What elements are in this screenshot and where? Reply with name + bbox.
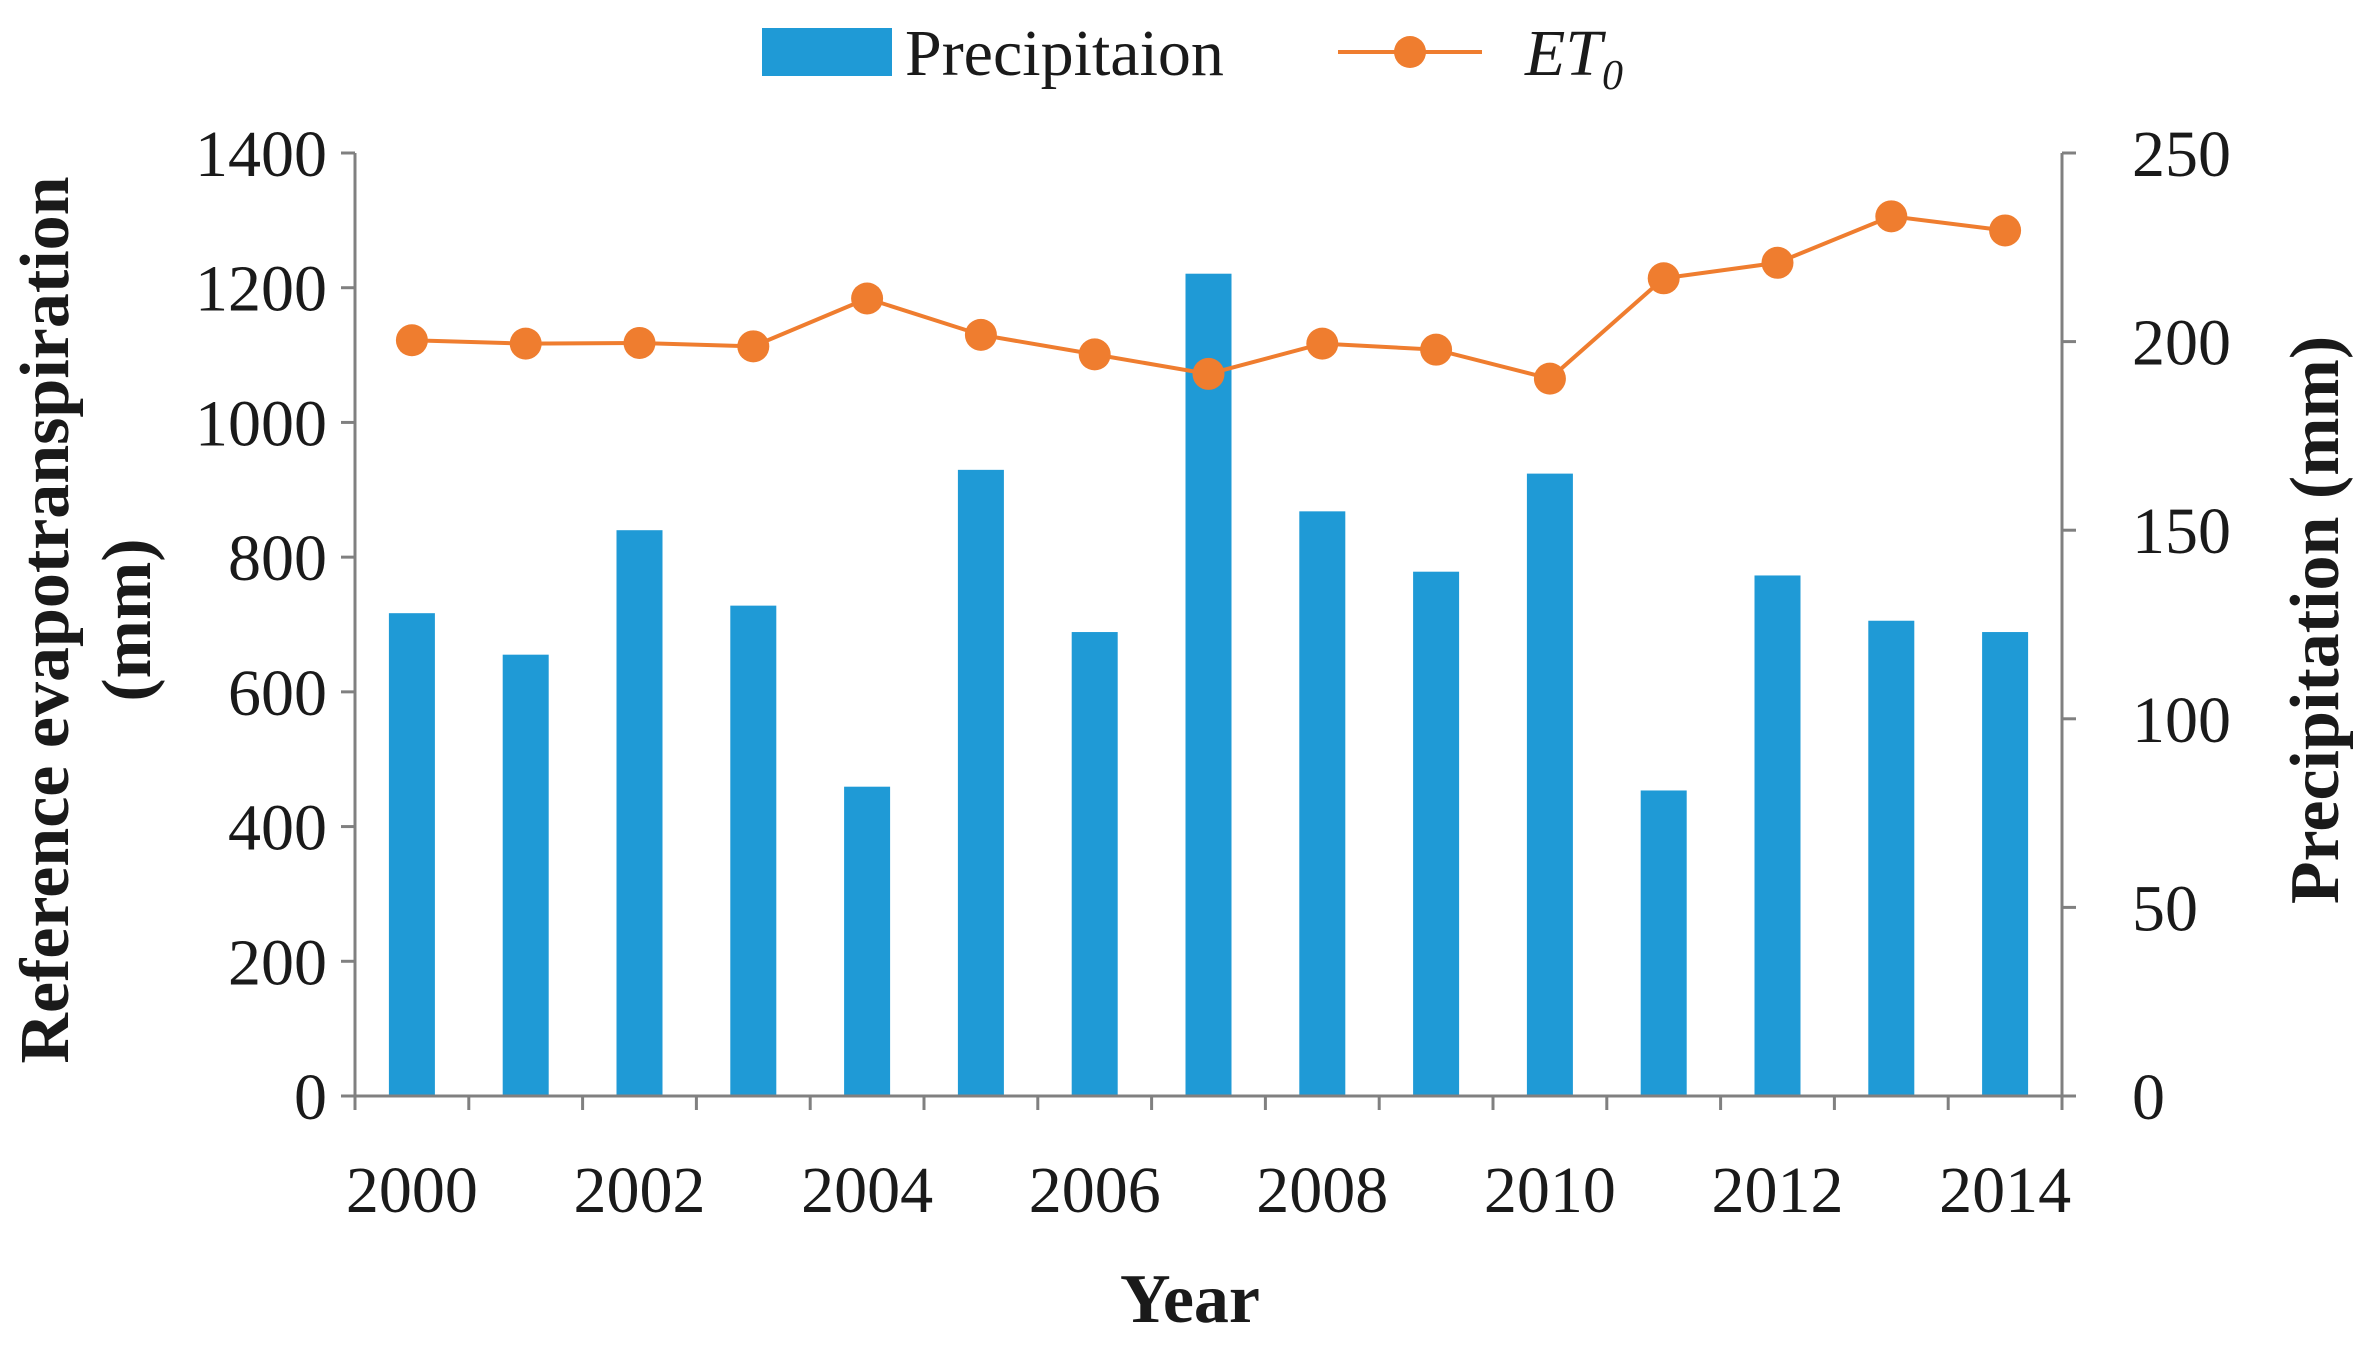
et0-point-2011 (1647, 262, 1680, 295)
precip-bar-2007 (1185, 273, 1232, 1097)
precip-bar-2008 (1299, 511, 1346, 1097)
precip-bar-2004 (844, 786, 891, 1096)
legend-line-label-sub: 0 (1602, 53, 1623, 99)
right-tick-label: 250 (2132, 118, 2231, 191)
et0-point-2001 (509, 327, 542, 360)
precip-bar-2000 (388, 613, 435, 1096)
legend-line-label: ET0 (1524, 17, 1623, 99)
right-tick-label: 150 (2132, 495, 2231, 568)
et0-point-2007 (1192, 357, 1225, 390)
precip-bar-2011 (1640, 790, 1687, 1096)
precip-bar-2014 (1982, 632, 2029, 1096)
et0-point-2013 (1875, 200, 1908, 233)
right-axis-title: Precipitation (mm) (2277, 336, 2354, 904)
precip-bar-2012 (1754, 575, 1801, 1096)
precipitation-bars (388, 273, 2029, 1097)
et0-point-2014 (1989, 214, 2022, 247)
x-tick-label: 2006 (1029, 1154, 1161, 1227)
precip-bar-2001 (502, 654, 549, 1096)
et0-point-2008 (1306, 327, 1339, 360)
precip-bar-2006 (1071, 632, 1118, 1096)
x-tick-label: 2000 (346, 1154, 478, 1227)
right-tick-label: 50 (2132, 872, 2198, 945)
et0-point-2006 (1078, 338, 1111, 371)
et0-point-2000 (395, 324, 428, 357)
left-axis-title-line2: (mm) (89, 538, 166, 701)
legend: Precipitaion ET0 (762, 17, 1623, 99)
et0-line-series (395, 200, 2022, 395)
precip-bar-2003 (730, 605, 777, 1096)
axes: 0 200 400 600 800 1000 1200 1400 0 50 100 150 200 250… (195, 118, 2231, 1227)
precip-bar-2002 (616, 530, 663, 1096)
left-tick-label: 200 (228, 926, 327, 999)
x-tick-label: 2010 (1484, 1154, 1616, 1227)
x-tick-label: 2014 (1939, 1154, 2071, 1227)
x-tick-label: 2002 (574, 1154, 706, 1227)
x-tick-label: 2012 (1712, 1154, 1844, 1227)
x-axis-title: Year (1120, 1261, 1260, 1338)
left-tick-label: 1400 (195, 118, 327, 191)
x-tick-label: 2004 (801, 1154, 933, 1227)
precip-bar-2013 (1868, 620, 1915, 1096)
legend-bar-label: Precipitaion (905, 17, 1224, 90)
et0-point-2010 (1533, 362, 1566, 395)
et0-point-2005 (964, 318, 997, 351)
left-tick-label: 0 (294, 1061, 327, 1134)
legend-bar-swatch (762, 28, 892, 76)
et0-point-2004 (851, 282, 884, 315)
left-tick-label: 1200 (195, 253, 327, 326)
x-tick-label: 2008 (1256, 1154, 1388, 1227)
left-tick-label: 800 (228, 522, 327, 595)
legend-line-label-main: ET (1524, 17, 1606, 90)
precip-bar-2010 (1526, 473, 1573, 1096)
et0-point-2009 (1420, 333, 1453, 366)
precip-bar-2005 (957, 469, 1004, 1096)
legend-line-marker (1394, 36, 1426, 68)
right-tick-label: 200 (2132, 307, 2231, 380)
et0-point-2002 (623, 326, 656, 359)
left-tick-label: 600 (228, 657, 327, 730)
right-tick-label: 100 (2132, 684, 2231, 757)
left-axis-title-line1: Reference evapotranspiration (7, 176, 84, 1063)
left-tick-label: 1000 (195, 387, 327, 460)
et0-point-2012 (1761, 246, 1794, 279)
precip-bar-2009 (1413, 571, 1460, 1096)
left-tick-label: 400 (228, 792, 327, 865)
right-tick-label: 0 (2132, 1061, 2165, 1134)
et0-point-2003 (737, 330, 770, 363)
